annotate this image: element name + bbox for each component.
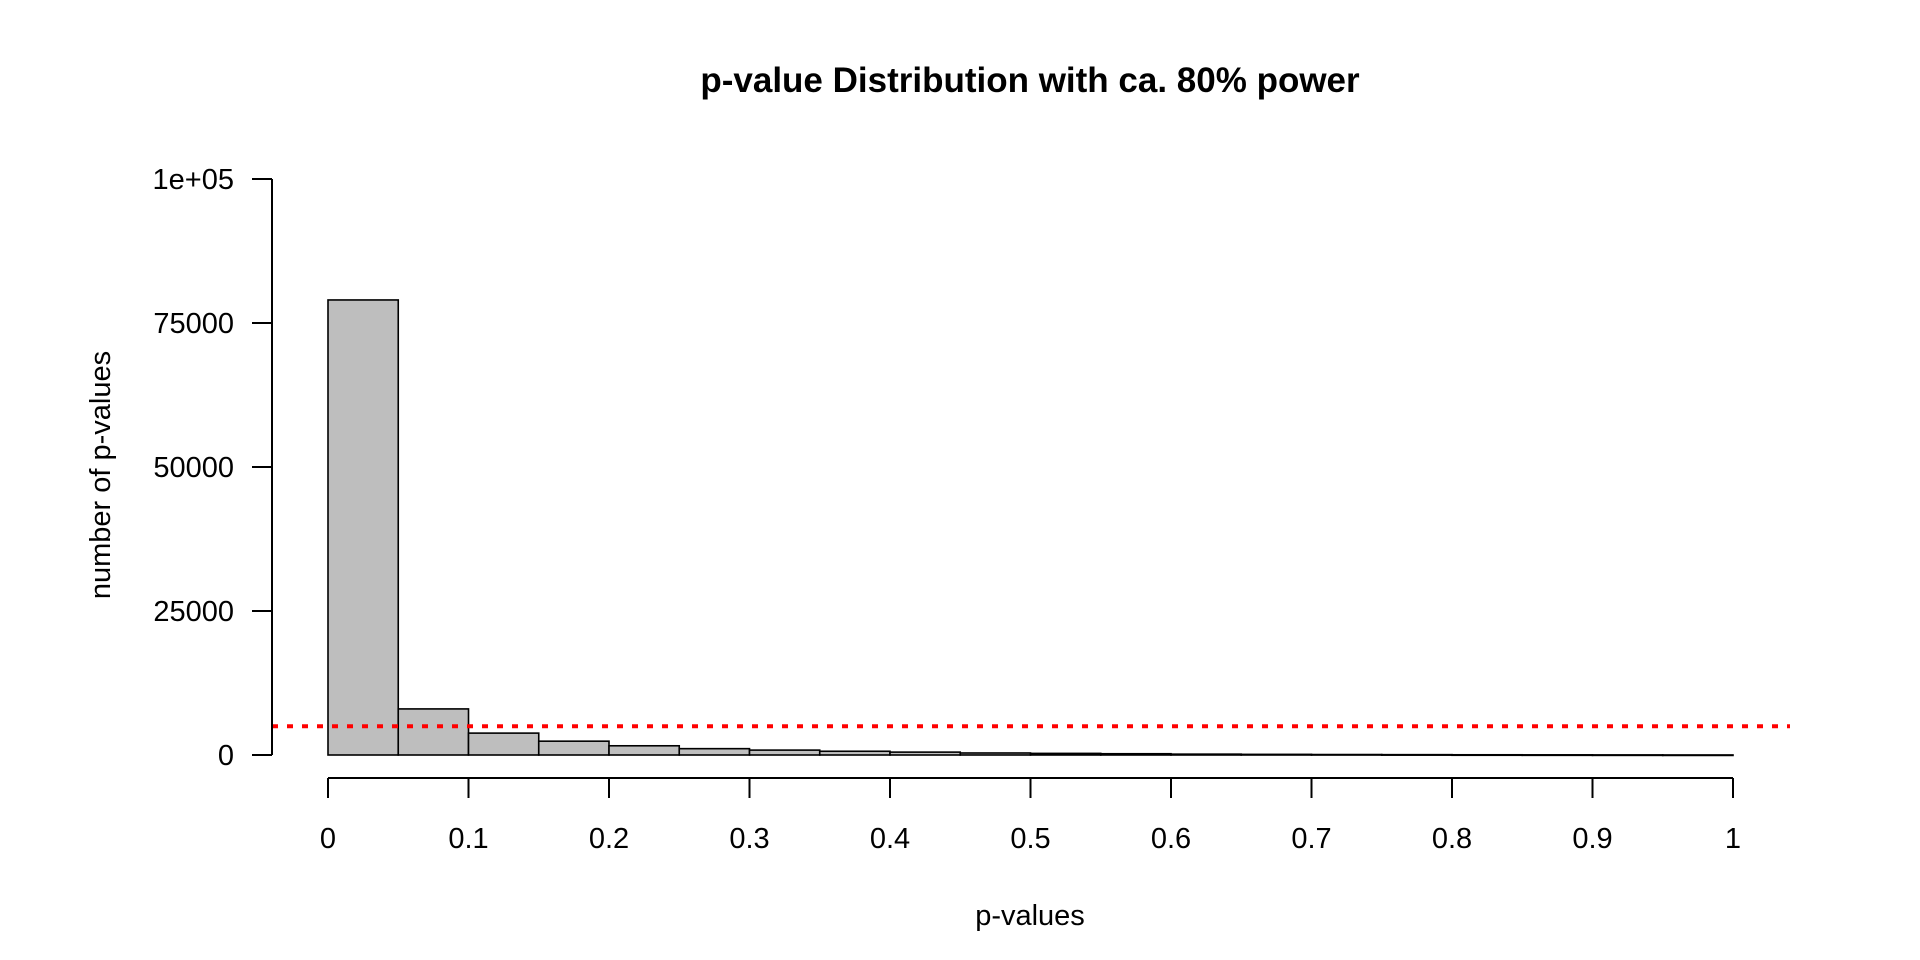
histogram-bar-17	[1521, 754, 1594, 757]
histogram-bar-18	[1591, 754, 1664, 757]
x-tick-label-9: 0.9	[1572, 823, 1612, 855]
x-axis-title: p-values	[975, 900, 1085, 932]
x-tick-label-7: 0.7	[1291, 823, 1331, 855]
x-tick-label-10: 1	[1725, 823, 1741, 855]
histogram-bar-10	[1029, 752, 1102, 756]
x-tick-label-6: 0.6	[1151, 823, 1191, 855]
histogram-bar-0	[327, 299, 400, 756]
x-tick-label-0: 0	[320, 823, 336, 855]
histogram-bar-4	[608, 744, 681, 756]
y-tick-label-4: 1e+05	[153, 164, 234, 196]
histogram-bar-14	[1310, 753, 1383, 756]
histogram-bar-15	[1380, 753, 1453, 756]
y-tick-label-1: 25000	[153, 596, 234, 628]
x-axis: 0 0.1 0.2 0.3 0.4 0.5 0.6 0.7 0.8 0.9 1	[320, 777, 1741, 855]
histogram-bar-5	[678, 747, 751, 756]
histogram-bar-11	[1099, 752, 1172, 756]
histogram-bar-1	[397, 708, 470, 756]
y-tick-label-3: 75000	[153, 308, 234, 340]
histogram-bar-6	[748, 749, 821, 756]
histogram-bar-19	[1661, 754, 1734, 757]
x-tick-label-5: 0.5	[1010, 823, 1050, 855]
histogram-bar-2	[467, 732, 540, 756]
chart-title: p-value Distribution with ca. 80% power	[700, 61, 1360, 100]
histogram-bar-12	[1170, 753, 1243, 756]
x-tick-label-8: 0.8	[1432, 823, 1472, 855]
histogram-bar-13	[1240, 753, 1313, 756]
y-tick-label-2: 50000	[153, 452, 234, 484]
y-axis-title: number of p-values	[85, 351, 117, 599]
y-axis: 0 25000 50000 75000 1e+05	[153, 164, 273, 772]
histogram-bar-7	[818, 750, 891, 756]
histogram-bar-16	[1451, 753, 1524, 757]
histogram-bar-9	[959, 752, 1032, 756]
x-tick-label-1: 0.1	[448, 823, 488, 855]
x-tick-label-3: 0.3	[729, 823, 769, 855]
histogram-bar-8	[889, 751, 962, 756]
bars-group	[327, 299, 1734, 757]
histogram-bar-3	[537, 740, 610, 756]
x-tick-label-2: 0.2	[589, 823, 629, 855]
x-tick-label-4: 0.4	[870, 823, 910, 855]
y-tick-label-0: 0	[218, 740, 234, 772]
